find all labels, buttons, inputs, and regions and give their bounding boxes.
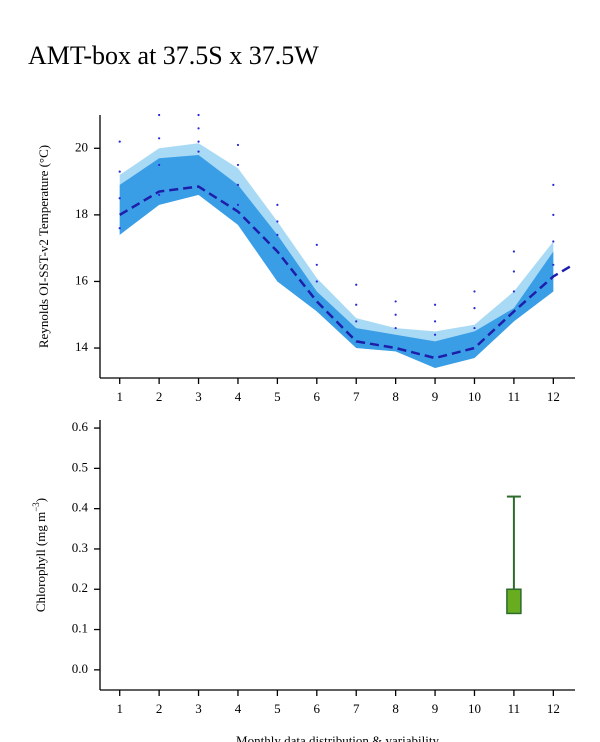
data-point: [276, 203, 279, 206]
page-title: AMT-box at 37.5S x 37.5W: [28, 41, 319, 70]
y-tick-label: 18: [75, 206, 88, 221]
data-point: [236, 163, 240, 167]
y-tick-label: 0.5: [72, 459, 88, 474]
data-point: [236, 203, 240, 206]
x-tick-label: 8: [392, 389, 399, 404]
x-tick-label: 2: [156, 389, 163, 404]
data-point: [512, 250, 516, 253]
data-point: [552, 213, 555, 216]
data-point: [118, 197, 121, 200]
x-tick-label: 12: [547, 389, 560, 404]
data-point: [394, 300, 397, 303]
data-point: [197, 150, 200, 153]
data-point: [197, 113, 200, 117]
data-point: [552, 183, 555, 187]
data-point: [315, 263, 318, 266]
data-point: [197, 140, 200, 143]
x-tick-label: 2: [156, 701, 163, 716]
x-tick-label: 4: [235, 389, 242, 404]
x-tick-label: 9: [432, 389, 439, 404]
x-tick-label: 11: [508, 701, 521, 716]
x-tick-label: 3: [195, 389, 202, 404]
data-point: [236, 183, 240, 187]
x-tick-label: 11: [508, 389, 521, 404]
y-tick-label: 0.0: [72, 661, 88, 676]
data-point: [512, 290, 516, 293]
data-point: [394, 313, 397, 316]
x-tick-label: 5: [274, 389, 281, 404]
data-point: [276, 233, 279, 236]
y-tick-label: 0.1: [72, 621, 88, 636]
y-tick-label: 0.2: [72, 580, 88, 595]
data-point: [118, 227, 121, 230]
data-point: [552, 263, 555, 266]
data-point: [394, 326, 397, 330]
data-point: [433, 320, 437, 323]
data-point: [315, 280, 318, 283]
x-tick-label: 1: [116, 389, 123, 404]
y-tick-label: 14: [75, 339, 89, 354]
x-tick-label: 8: [392, 701, 399, 716]
y-tick-label: 20: [75, 139, 88, 154]
data-point: [118, 170, 121, 173]
data-point: [355, 303, 358, 306]
y-axis-label-part: −3: [31, 502, 41, 512]
x-tick-label: 4: [235, 701, 242, 716]
x-tick-label: 12: [547, 701, 560, 716]
y-axis-label-part: ): [33, 498, 48, 502]
data-point: [276, 220, 279, 223]
y-tick-label: 0.4: [72, 500, 89, 515]
y-tick-label: 0.6: [72, 419, 89, 434]
mean-line: [119, 185, 574, 360]
data-point: [473, 306, 476, 310]
x-tick-label: 6: [314, 701, 321, 716]
x-tick-label: 6: [314, 389, 321, 404]
data-point: [433, 303, 437, 306]
data-point: [197, 127, 200, 130]
x-tick-label: 7: [353, 389, 360, 404]
y-axis-label-part: Chlorophyll (mg m: [33, 512, 48, 612]
y-axis-label: Reynolds OI-SST-v2 Temperature (°C): [36, 145, 51, 348]
data-point: [118, 140, 121, 143]
data-point: [473, 290, 476, 293]
y-axis-label: Chlorophyll (mg m−3): [31, 498, 48, 612]
x-tick-label: 10: [468, 389, 481, 404]
y-tick-label: 16: [75, 272, 89, 287]
data-point: [512, 270, 516, 273]
data-point: [158, 113, 161, 117]
data-point: [158, 137, 161, 140]
data-point: [355, 320, 358, 323]
data-point: [236, 143, 240, 147]
data-point: [315, 243, 318, 246]
x-tick-label: 1: [116, 701, 123, 716]
data-point: [158, 193, 161, 196]
x-tick-label: 3: [195, 701, 202, 716]
x-axis-label: Monthly data distribution & variability: [236, 733, 439, 742]
variability-band: [119, 154, 554, 369]
plot-area: [506, 495, 522, 615]
box: [506, 588, 522, 615]
data-point: [433, 333, 437, 336]
data-point: [473, 326, 476, 330]
data-point: [552, 240, 555, 243]
x-tick-label: 9: [432, 701, 439, 716]
y-tick-label: 0.3: [72, 540, 88, 555]
data-point: [158, 163, 161, 167]
data-point: [355, 283, 358, 286]
x-tick-label: 5: [274, 701, 281, 716]
plot-area: [118, 113, 574, 369]
x-tick-label: 10: [468, 701, 481, 716]
x-tick-label: 7: [353, 701, 360, 716]
y-axis-label-part: Reynolds OI-SST-v2 Temperature (°C): [36, 145, 51, 348]
